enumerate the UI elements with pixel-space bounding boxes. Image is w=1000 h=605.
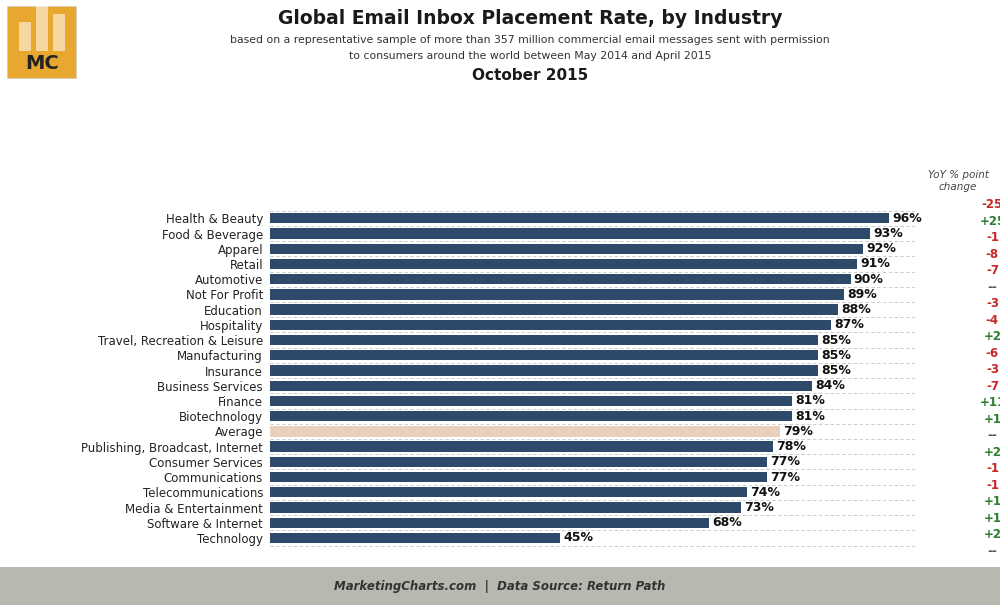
Text: +2: +2 xyxy=(983,528,1000,541)
Text: +1: +1 xyxy=(983,512,1000,525)
Bar xyxy=(270,396,792,406)
Text: 77%: 77% xyxy=(770,456,800,468)
Text: 91%: 91% xyxy=(860,258,890,270)
Bar xyxy=(270,442,773,452)
Text: +11: +11 xyxy=(979,396,1000,410)
Bar xyxy=(270,457,767,467)
Bar xyxy=(270,304,838,315)
Text: -4: -4 xyxy=(986,314,999,327)
Text: 93%: 93% xyxy=(873,227,903,240)
Text: -3: -3 xyxy=(986,298,999,310)
Text: --: -- xyxy=(988,430,997,442)
Text: October 2015: October 2015 xyxy=(472,68,588,83)
FancyBboxPatch shape xyxy=(53,14,65,51)
Text: to consumers around the world between May 2014 and April 2015: to consumers around the world between Ma… xyxy=(349,51,711,61)
Text: +2: +2 xyxy=(983,330,1000,344)
Text: 92%: 92% xyxy=(867,242,896,255)
Bar xyxy=(270,502,741,512)
Bar xyxy=(270,289,844,299)
Text: 85%: 85% xyxy=(821,364,851,377)
Text: --: -- xyxy=(988,545,997,558)
Text: --: -- xyxy=(988,281,997,294)
Text: Global Email Inbox Placement Rate, by Industry: Global Email Inbox Placement Rate, by In… xyxy=(278,9,782,28)
FancyBboxPatch shape xyxy=(7,5,76,77)
Bar xyxy=(270,259,857,269)
Bar xyxy=(270,411,792,421)
Bar xyxy=(270,213,889,223)
Text: 81%: 81% xyxy=(796,394,826,407)
Text: based on a representative sample of more than 357 million commercial email messa: based on a representative sample of more… xyxy=(230,35,830,45)
Text: 78%: 78% xyxy=(776,440,806,453)
Bar xyxy=(270,427,780,437)
Text: 77%: 77% xyxy=(770,471,800,483)
Text: 89%: 89% xyxy=(847,288,877,301)
Text: 85%: 85% xyxy=(821,333,851,347)
Bar xyxy=(270,319,831,330)
Bar xyxy=(270,472,767,482)
Text: +25: +25 xyxy=(979,215,1000,228)
Text: 96%: 96% xyxy=(892,212,922,225)
Bar xyxy=(270,244,863,254)
Text: -7: -7 xyxy=(986,380,999,393)
Text: 45%: 45% xyxy=(563,531,593,545)
Bar xyxy=(270,381,812,391)
Text: -7: -7 xyxy=(986,264,999,277)
Text: YoY % point
change: YoY % point change xyxy=(928,170,988,192)
Bar xyxy=(270,350,818,361)
Text: MC: MC xyxy=(26,54,59,73)
Bar xyxy=(270,533,560,543)
Text: 79%: 79% xyxy=(783,425,813,438)
Text: 74%: 74% xyxy=(751,486,781,499)
Text: 81%: 81% xyxy=(796,410,826,423)
Bar xyxy=(270,517,709,528)
Bar xyxy=(270,335,818,345)
Text: -1: -1 xyxy=(986,231,999,244)
Text: -6: -6 xyxy=(986,347,999,360)
Text: -25: -25 xyxy=(982,198,1000,211)
Bar xyxy=(270,228,870,239)
Text: 87%: 87% xyxy=(834,318,864,332)
FancyBboxPatch shape xyxy=(36,5,48,51)
Text: MarketingCharts.com  |  Data Source: Return Path: MarketingCharts.com | Data Source: Retur… xyxy=(334,580,666,593)
Text: -1: -1 xyxy=(986,479,999,492)
Bar xyxy=(270,365,818,376)
Text: 68%: 68% xyxy=(712,516,742,529)
Text: 90%: 90% xyxy=(854,273,884,286)
Bar xyxy=(270,487,747,497)
Text: -3: -3 xyxy=(986,364,999,376)
Text: -8: -8 xyxy=(986,248,999,261)
Bar xyxy=(270,274,850,284)
Text: 84%: 84% xyxy=(815,379,845,392)
Text: +1: +1 xyxy=(983,495,1000,508)
Text: -1: -1 xyxy=(986,462,999,476)
FancyBboxPatch shape xyxy=(19,22,31,51)
Text: 85%: 85% xyxy=(821,349,851,362)
Text: +1: +1 xyxy=(983,413,1000,426)
Text: +2: +2 xyxy=(983,446,1000,459)
Text: 88%: 88% xyxy=(841,303,871,316)
Text: 73%: 73% xyxy=(744,501,774,514)
